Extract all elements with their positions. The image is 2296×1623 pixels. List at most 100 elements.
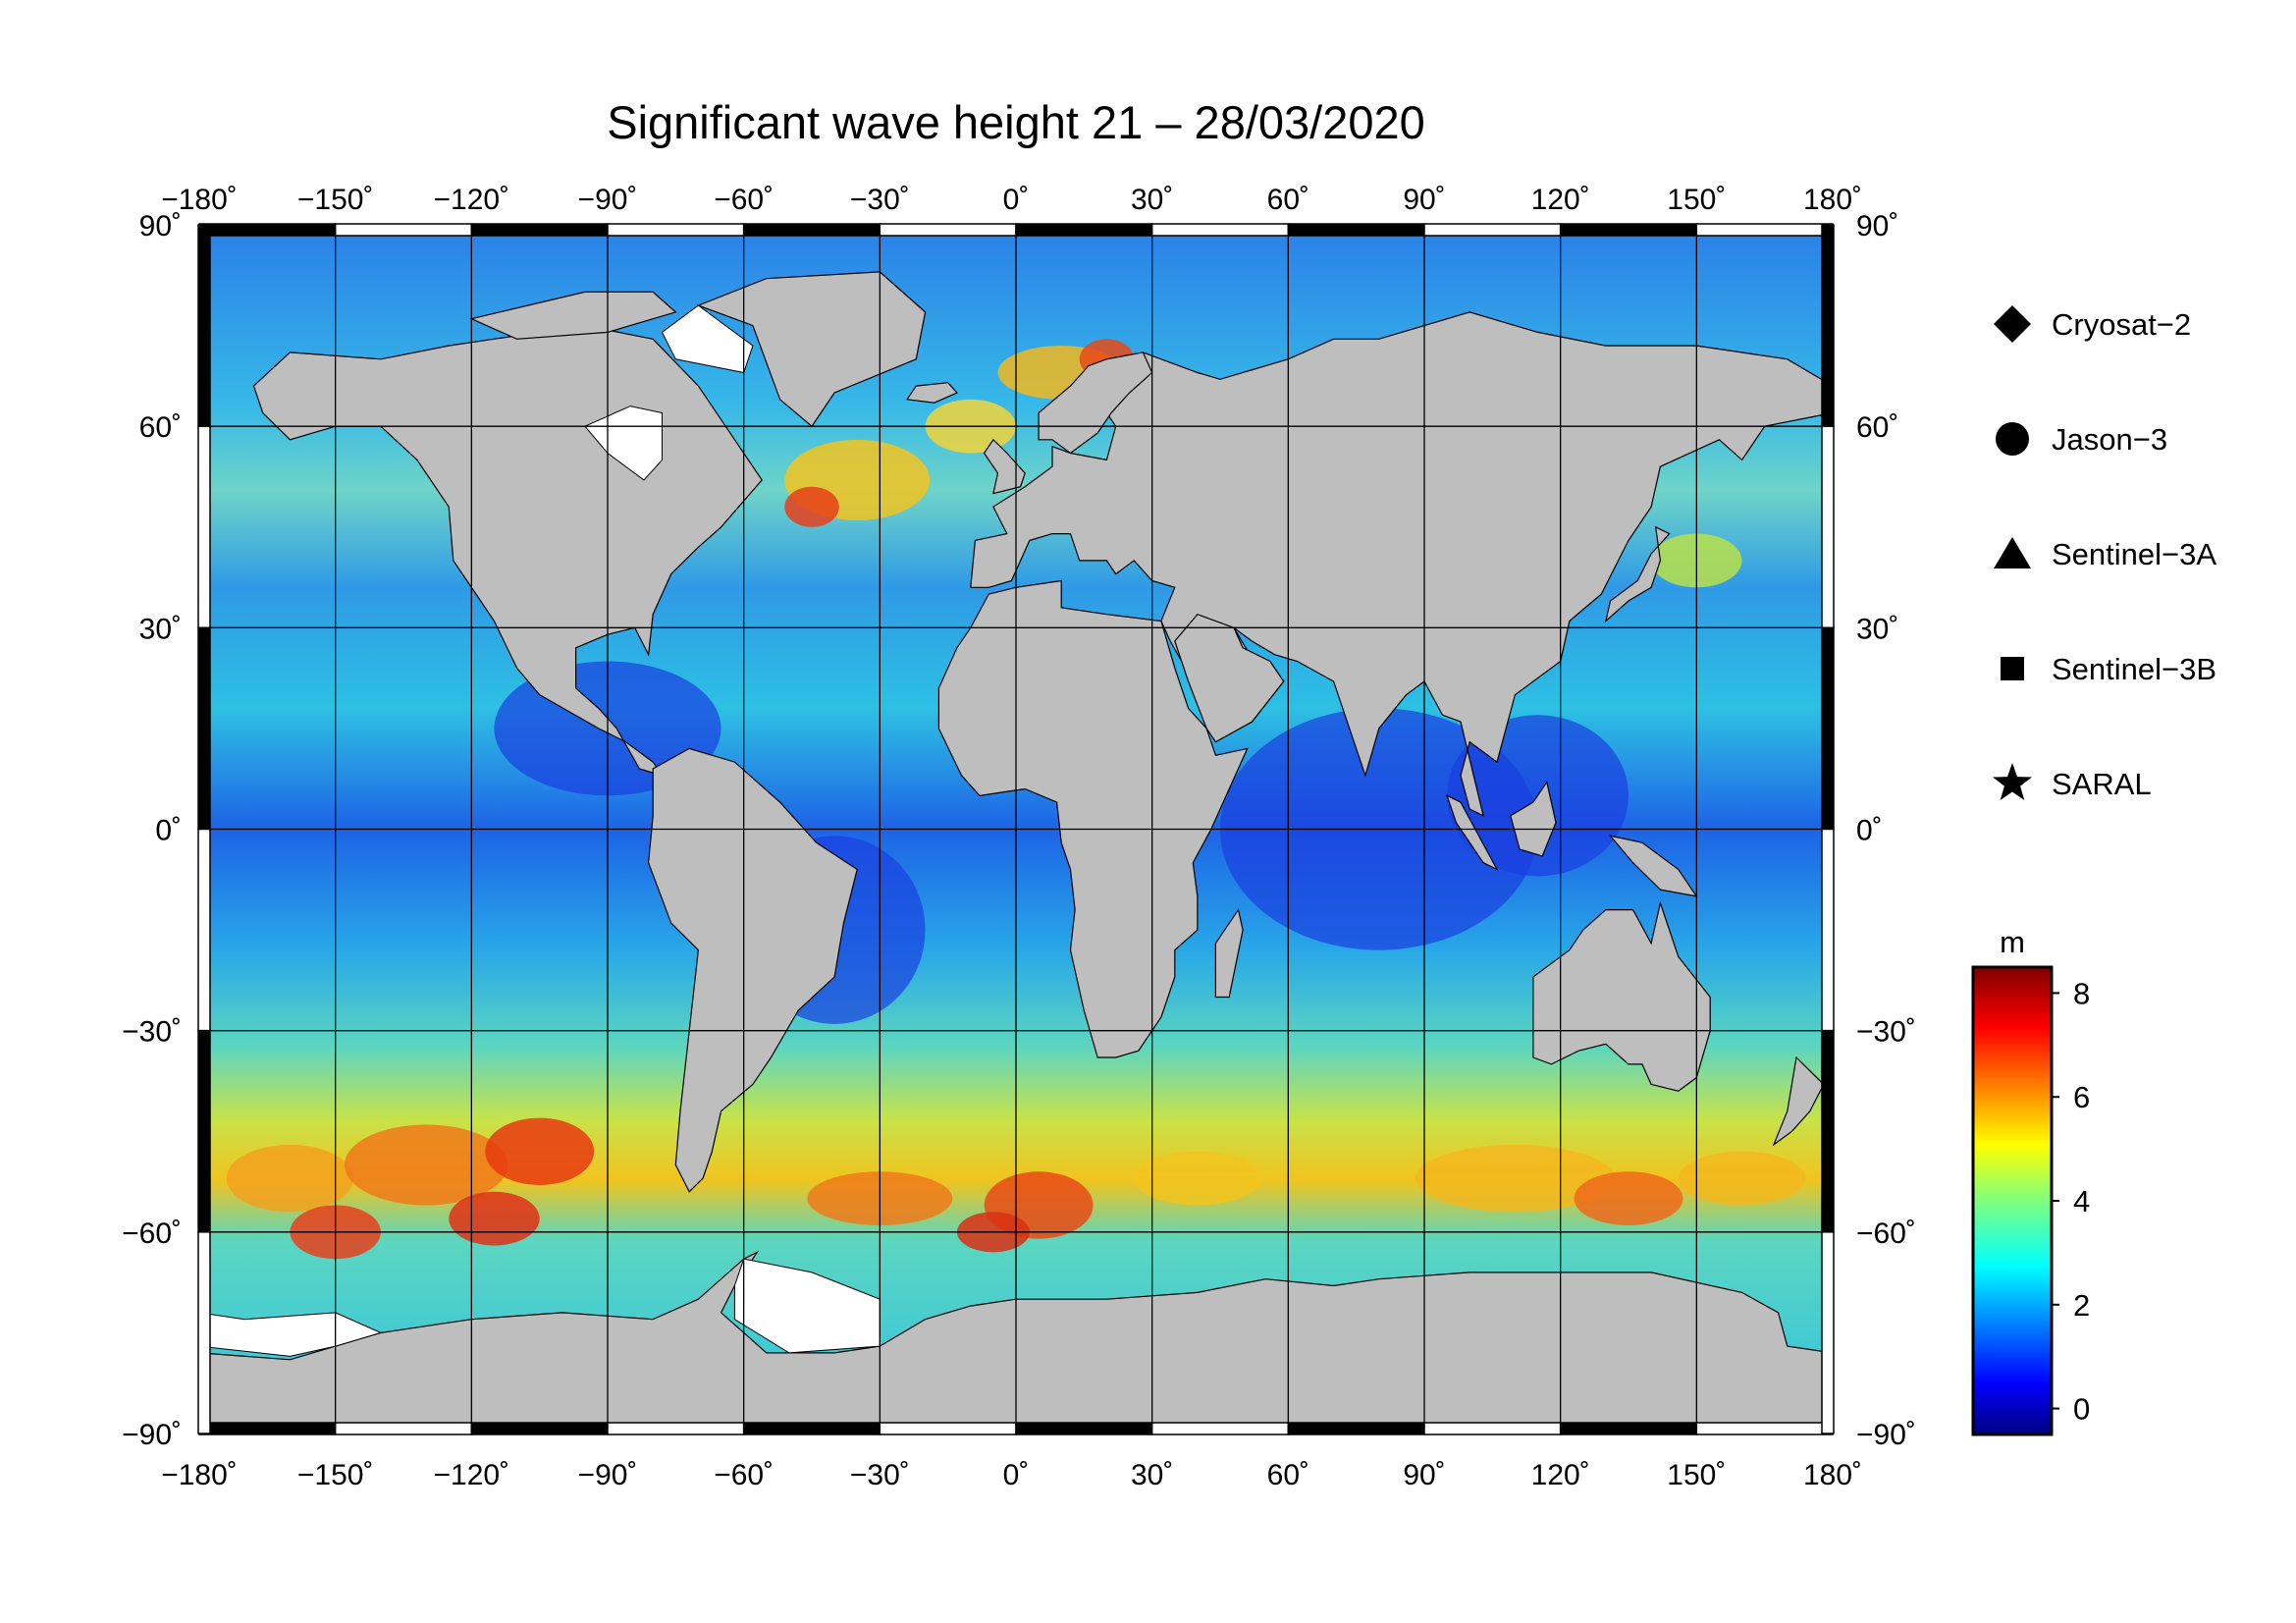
legend-label: Sentinel−3B [2052, 652, 2216, 686]
lon-tick-label-bottom: 180˚ [1803, 1459, 1862, 1491]
bottom-border-bar [334, 1422, 473, 1435]
colorbar-unit-label: m [2000, 925, 2025, 959]
land-iceland [906, 382, 958, 404]
lat-tick-label-left: 30˚ [139, 613, 182, 645]
top-border-bar [1695, 223, 1834, 237]
lon-tick-label-top: −120˚ [434, 184, 510, 216]
wave-hotspot [344, 1124, 508, 1206]
colorbar-tick-label: 2 [2073, 1288, 2090, 1323]
lon-tick-label-bottom: 120˚ [1531, 1459, 1590, 1491]
left-border-bar [197, 1231, 211, 1434]
bottom-border-bar [1423, 1422, 1562, 1435]
lat-tick-label-right: −60˚ [1856, 1217, 1916, 1250]
top-border-bar [1423, 223, 1562, 237]
bottom-border-bar [607, 1422, 745, 1435]
legend-label: Jason−3 [2052, 422, 2167, 457]
legend-label: Sentinel−3A [2052, 537, 2216, 571]
lon-tick-label-top: −150˚ [297, 184, 374, 216]
lon-tick-label-top: 150˚ [1667, 184, 1726, 216]
right-border-bar [1821, 425, 1835, 629]
lon-tick-label-bottom: 0˚ [1003, 1459, 1030, 1491]
lat-tick-label-right: 60˚ [1856, 411, 1898, 444]
top-border-bar [334, 223, 473, 237]
top-border-bar [1015, 223, 1153, 237]
bottom-border-bar [198, 1422, 337, 1435]
star-marker-icon [1993, 763, 2032, 800]
colorbar: m 0 2 4 6 8 [1971, 925, 2090, 1436]
colorbar-ticks: 0 2 4 6 8 [2052, 976, 2090, 1427]
top-border-bar [879, 223, 1017, 237]
legend-label: Cryosat−2 [2052, 307, 2191, 342]
lon-tick-label-bottom: 30˚ [1131, 1459, 1173, 1491]
land-sumatra [1446, 794, 1499, 871]
land-greenland [696, 271, 927, 428]
wave-hotspot [226, 1144, 354, 1213]
wave-hotspot [449, 1191, 540, 1246]
lon-tick-label-bottom: −150˚ [297, 1459, 374, 1491]
left-border-bar [197, 626, 211, 831]
lon-tick-label-bottom: −180˚ [161, 1459, 238, 1491]
lon-tick-label-bottom: 90˚ [1403, 1459, 1445, 1491]
lat-tick-label-right: 30˚ [1856, 613, 1898, 645]
right-border-bar [1821, 1231, 1835, 1434]
figure-title: Significant wave height 21 – 28/03/2020 [607, 96, 1425, 148]
circle-marker-icon [1996, 422, 2029, 456]
lon-tick-label-bottom: −60˚ [714, 1459, 774, 1491]
colorbar-gradient [1971, 965, 2054, 1436]
bottom-border-bar [1287, 1422, 1425, 1435]
land-japan [1604, 525, 1671, 623]
legend-label: SARAL [2052, 767, 2152, 801]
lon-tick-label-bottom: −30˚ [850, 1459, 910, 1491]
satellite-legend: Cryosat−2 Jason−3 Sentinel−3A Sentinel−3B SA… [1993, 305, 2216, 801]
lat-tick-label-right: −30˚ [1856, 1016, 1916, 1049]
wave-hotspot [1678, 1151, 1806, 1206]
colorbar-tick-label: 4 [2073, 1184, 2090, 1218]
colorbar-tick-label: 6 [2073, 1080, 2090, 1114]
lat-tick-label-left: 0˚ [155, 815, 182, 847]
left-border-bar [197, 425, 211, 629]
lon-tick-label-top: −30˚ [850, 184, 910, 216]
bottom-border-bar [1559, 1422, 1698, 1435]
bottom-border-bar [879, 1422, 1017, 1435]
bottom-border-bar [742, 1422, 881, 1435]
lon-tick-label-bottom: 150˚ [1667, 1459, 1726, 1491]
wave-hotspot [784, 486, 839, 527]
lat-tick-label-right: −90˚ [1856, 1419, 1916, 1451]
top-border-bar [1150, 223, 1290, 237]
top-border-bar [742, 223, 881, 237]
lat-tick-label-left: 90˚ [139, 210, 182, 243]
lon-tick-label-bottom: 60˚ [1267, 1459, 1309, 1491]
diamond-marker-icon [1994, 305, 2031, 343]
lat-tick-label-right: 90˚ [1856, 210, 1898, 243]
square-marker-icon [2001, 657, 2024, 680]
lon-tick-label-top: 90˚ [1403, 184, 1445, 216]
right-border-bar [1821, 828, 1835, 1032]
right-border-bar [1821, 1029, 1835, 1233]
lon-tick-label-top: −60˚ [714, 184, 774, 216]
top-border-bar [198, 223, 337, 237]
lon-tick-label-top: 30˚ [1131, 184, 1173, 216]
lon-tick-label-top: −90˚ [578, 184, 638, 216]
top-border-bar [607, 223, 745, 237]
lat-tick-label-left: −30˚ [122, 1016, 182, 1049]
top-border-bar [1559, 223, 1698, 237]
bottom-border-bar [470, 1422, 609, 1435]
lon-tick-label-top: 120˚ [1531, 184, 1590, 216]
top-border-bar [470, 223, 609, 237]
top-border-bar [1287, 223, 1425, 237]
right-border-bar [1821, 224, 1835, 427]
land-canadian-islands [469, 291, 677, 340]
land-arabia [1174, 613, 1285, 743]
sea-ice-weddell-ice [733, 1258, 881, 1354]
left-border-bar [197, 224, 211, 427]
triangle-marker-icon [1994, 537, 2031, 568]
lon-tick-label-top: 60˚ [1267, 184, 1309, 216]
map-border-bars [197, 223, 1835, 1435]
lat-tick-label-right: 0˚ [1856, 815, 1883, 847]
wave-hotspot [1574, 1171, 1683, 1225]
lat-tick-label-left: 60˚ [139, 411, 182, 444]
land-indonesia-borneo [1510, 781, 1557, 857]
lon-tick-label-bottom: −120˚ [434, 1459, 510, 1491]
